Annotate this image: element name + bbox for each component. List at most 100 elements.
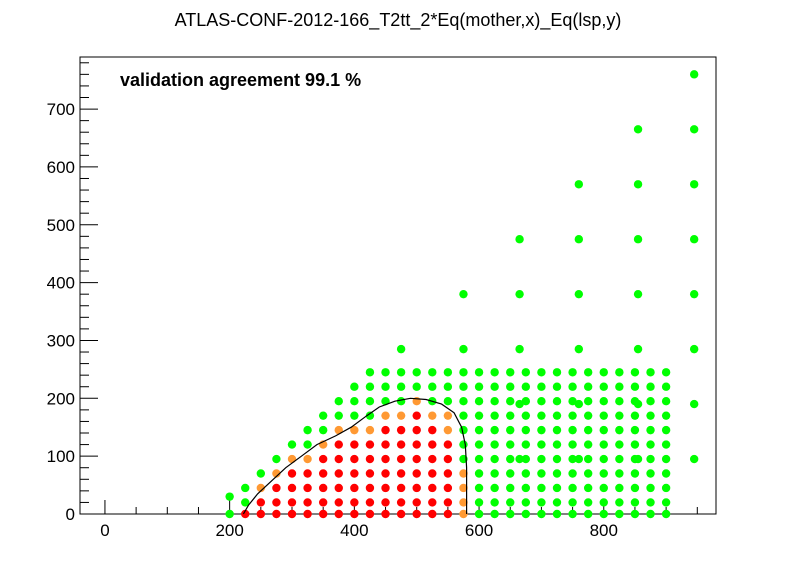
allowed-point (633, 289, 643, 299)
excluded-point (303, 509, 312, 519)
allowed-point (365, 411, 375, 420)
excluded-point (272, 498, 281, 507)
allowed-point (552, 509, 562, 519)
excluded-point (381, 498, 390, 507)
y-tick-label: 700 (47, 100, 75, 119)
allowed-point (661, 469, 671, 478)
allowed-point (568, 382, 577, 391)
allowed-point (552, 498, 562, 507)
y-tick-label: 200 (47, 389, 75, 408)
allowed-point (474, 368, 484, 377)
allowed-point (474, 509, 484, 519)
allowed-point (574, 399, 584, 409)
allowed-point (583, 411, 593, 420)
y-tick-label: 0 (66, 505, 75, 524)
allowed-point (599, 469, 608, 478)
excluded-point (287, 483, 297, 493)
allowed-point (521, 440, 531, 449)
excluded-point (256, 509, 266, 519)
y-tick-label: 100 (47, 447, 75, 466)
allowed-point (225, 509, 234, 519)
allowed-point (574, 454, 584, 464)
allowed-point (272, 454, 281, 464)
excluded-point (396, 498, 406, 507)
excluded-point (396, 440, 406, 449)
allowed-point (515, 454, 524, 464)
excluded-point (412, 509, 421, 519)
allowed-point (459, 411, 468, 420)
allowed-point (552, 368, 562, 377)
allowed-point (537, 396, 546, 406)
allowed-point (303, 425, 312, 435)
allowed-point (318, 425, 328, 435)
allowed-point (490, 483, 499, 493)
allowed-point (630, 382, 640, 391)
x-tick-label: 800 (590, 521, 618, 540)
borderline-point (334, 425, 343, 435)
allowed-point (515, 344, 524, 354)
allowed-point (568, 498, 577, 507)
allowed-point (552, 411, 562, 420)
allowed-point (515, 235, 524, 244)
allowed-point (474, 411, 484, 420)
allowed-point (521, 411, 531, 420)
excluded-point (365, 454, 375, 464)
allowed-point (568, 425, 577, 435)
allowed-point (615, 498, 624, 507)
excluded-point (272, 509, 281, 519)
allowed-point (459, 344, 468, 354)
allowed-point (287, 440, 297, 449)
allowed-point (515, 289, 524, 299)
allowed-point (568, 454, 577, 464)
allowed-point (521, 368, 531, 377)
excluded-point (334, 440, 343, 449)
allowed-point (615, 454, 624, 464)
allowed-point (615, 440, 624, 449)
allowed-point (428, 368, 437, 377)
x-tick-label: 200 (215, 521, 243, 540)
excluded-point (443, 440, 453, 449)
allowed-point (689, 235, 699, 244)
excluded-point (381, 440, 390, 449)
allowed-point (350, 382, 359, 391)
allowed-point (552, 440, 562, 449)
excluded-point (350, 498, 359, 507)
allowed-point (521, 498, 531, 507)
allowed-point (661, 382, 671, 391)
excluded-point (381, 469, 390, 478)
allowed-point (568, 469, 577, 478)
allowed-point (474, 440, 484, 449)
allowed-point (459, 396, 468, 406)
excluded-point (350, 509, 359, 519)
allowed-point (630, 483, 640, 493)
allowed-point (396, 382, 406, 391)
excluded-point (412, 469, 421, 478)
excluded-point (350, 454, 359, 464)
x-tick-label: 0 (100, 521, 109, 540)
excluded-point (303, 483, 312, 493)
allowed-point (318, 411, 328, 420)
allowed-point (633, 235, 643, 244)
excluded-point (412, 411, 421, 420)
allowed-point (552, 469, 562, 478)
allowed-point (537, 454, 546, 464)
allowed-point (537, 469, 546, 478)
allowed-point (646, 396, 655, 406)
allowed-point (633, 180, 643, 189)
allowed-point (506, 483, 515, 493)
borderline-point (303, 454, 312, 464)
excluded-point (334, 454, 343, 464)
excluded-point (350, 440, 359, 449)
allowed-point (630, 440, 640, 449)
excluded-point (318, 469, 328, 478)
excluded-point (381, 483, 390, 493)
allowed-point (459, 440, 468, 449)
allowed-point (661, 498, 671, 507)
excluded-point (443, 509, 453, 519)
allowed-point (689, 344, 699, 354)
excluded-point (443, 483, 453, 493)
allowed-point (506, 509, 515, 519)
allowed-point (474, 382, 484, 391)
allowed-point (303, 440, 312, 449)
excluded-point (381, 454, 390, 464)
